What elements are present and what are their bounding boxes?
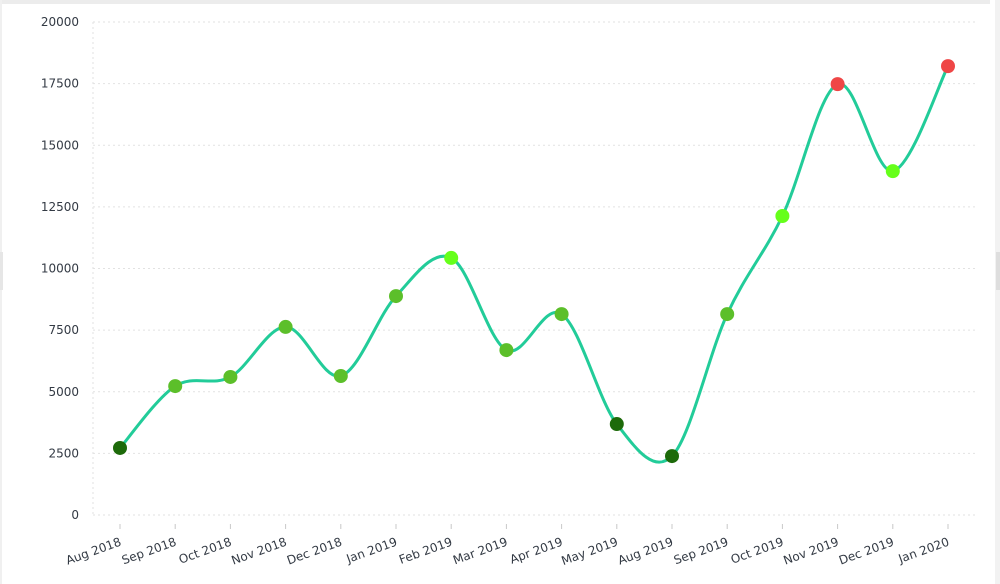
window-left-border [0, 0, 2, 584]
x-tick-label: Oct 2018 [177, 535, 234, 567]
scrollbar-handle[interactable] [996, 252, 1000, 290]
series-line [118, 65, 950, 464]
data-point[interactable] [223, 369, 238, 384]
x-tick-label: May 2019 [559, 535, 619, 568]
x-tick-label: Mar 2019 [451, 535, 509, 568]
x-tick-label: Jan 2019 [344, 535, 399, 567]
data-point[interactable] [278, 319, 293, 334]
x-tick-label: Nov 2019 [782, 535, 841, 568]
y-tick-label: 0 [71, 508, 79, 522]
side-handle [0, 252, 3, 290]
x-tick-label: Jan 2020 [896, 535, 951, 567]
data-point[interactable] [444, 250, 459, 265]
window-right-border [995, 0, 1000, 584]
y-tick-label: 17500 [41, 77, 79, 91]
data-point[interactable] [609, 417, 624, 432]
data-point[interactable] [389, 289, 403, 304]
data-point[interactable] [665, 449, 679, 464]
y-tick-label: 20000 [41, 15, 79, 29]
x-tick-label: Sep 2019 [672, 535, 730, 568]
data-point[interactable] [775, 208, 790, 223]
x-tick-label: Feb 2019 [397, 535, 454, 567]
x-tick-label: Oct 2019 [729, 535, 786, 567]
y-tick-label: 10000 [41, 262, 79, 276]
x-tick-label: Sep 2018 [120, 535, 178, 568]
data-point[interactable] [168, 379, 183, 394]
data-point[interactable] [885, 164, 900, 179]
x-tick-label: Dec 2018 [285, 535, 344, 568]
y-tick-label: 5000 [48, 385, 79, 399]
y-tick-label: 2500 [48, 446, 79, 460]
data-point[interactable] [333, 368, 348, 383]
data-points [113, 59, 955, 464]
x-tick-label: Aug 2018 [64, 535, 123, 568]
data-point[interactable] [554, 307, 569, 322]
x-tick-label: Nov 2018 [230, 535, 289, 568]
y-tick-label: 12500 [41, 200, 79, 214]
y-axis: 0 2500 5000 7500 10000 12500 15000 17500 20000 [41, 15, 79, 522]
y-tick-label: 15000 [41, 138, 79, 152]
data-point[interactable] [499, 343, 514, 358]
gridlines [92, 21, 978, 516]
x-tick-label: Aug 2019 [616, 535, 675, 568]
x-tick-label: Dec 2019 [837, 535, 896, 568]
data-point[interactable] [830, 77, 845, 92]
window-top-border [0, 0, 990, 4]
x-tick-label: Apr 2019 [508, 535, 565, 567]
y-tick-label: 7500 [48, 323, 79, 337]
data-point[interactable] [720, 307, 735, 322]
data-point[interactable] [941, 59, 955, 74]
data-point[interactable] [113, 440, 127, 455]
